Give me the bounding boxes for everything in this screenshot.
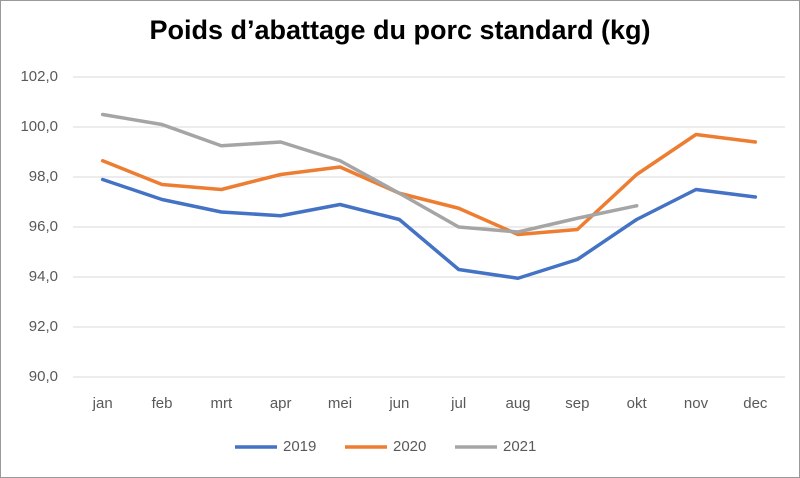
legend-label: 2020 <box>393 438 426 455</box>
y-tick-label: 102,0 <box>20 68 58 85</box>
legend-label: 2021 <box>503 438 536 455</box>
x-tick-label: jun <box>388 395 409 412</box>
y-tick-label: 92,0 <box>29 318 58 335</box>
x-tick-label: jan <box>92 395 113 412</box>
x-tick-label: sep <box>565 395 589 412</box>
y-tick-label: 94,0 <box>29 268 58 285</box>
chart-title: Poids d’abattage du porc standard (kg) <box>149 15 650 45</box>
y-tick-label: 98,0 <box>29 168 58 185</box>
x-tick-label: aug <box>505 395 530 412</box>
series-line <box>100 132 758 237</box>
x-tick-label: mrt <box>210 395 232 412</box>
x-tick-label: okt <box>627 395 648 412</box>
x-tick-label: dec <box>743 395 768 412</box>
x-tick-label: feb <box>152 395 173 412</box>
y-tick-label: 90,0 <box>29 368 58 385</box>
series-line <box>100 177 758 280</box>
x-tick-label: nov <box>684 395 709 412</box>
x-tick-label: apr <box>270 395 292 412</box>
y-tick-label: 96,0 <box>29 218 58 235</box>
legend-label: 2019 <box>283 438 316 455</box>
x-tick-label: jul <box>450 395 466 412</box>
series-line <box>100 112 639 234</box>
x-tick-label: mei <box>328 395 352 412</box>
y-tick-label: 100,0 <box>20 118 58 135</box>
